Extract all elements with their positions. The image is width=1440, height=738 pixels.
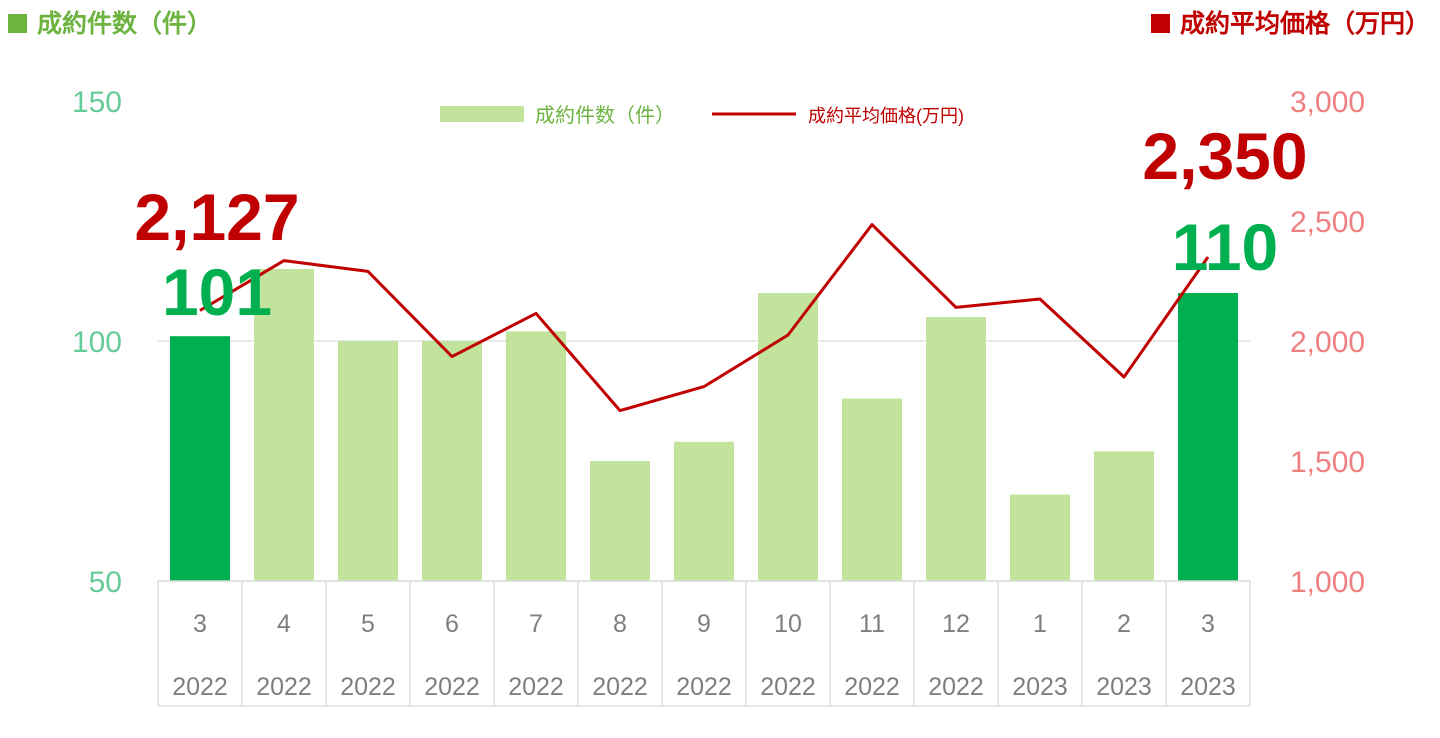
right-axis-tick: 2,500 xyxy=(1290,206,1365,239)
x-tick-year: 2022 xyxy=(340,673,396,701)
x-tick-month: 3 xyxy=(193,610,207,638)
left-axis-title-text: 成約件数（件） xyxy=(37,9,213,38)
x-tick-month: 12 xyxy=(942,610,970,638)
price-line xyxy=(199,223,1210,413)
x-tick-year: 2022 xyxy=(424,673,480,701)
x-tick-year: 2022 xyxy=(508,673,564,701)
x-tick-year: 2023 xyxy=(1096,673,1152,701)
right-axis-tick: 1,000 xyxy=(1290,566,1365,599)
legend-line-label: 成約平均価格(万円) xyxy=(808,106,964,126)
right-axis-title-text: 成約平均価格（万円） xyxy=(1179,9,1430,38)
x-tick-year: 2022 xyxy=(760,673,816,701)
x-tick-month: 10 xyxy=(774,610,802,638)
count-data-label: 101 xyxy=(162,255,272,329)
x-tick-month: 3 xyxy=(1201,610,1215,638)
x-tick-year: 2022 xyxy=(844,673,900,701)
count-data-label: 110 xyxy=(1172,210,1278,284)
legend-bar-swatch xyxy=(440,106,524,122)
left-axis-tick: 50 xyxy=(89,566,122,599)
bar xyxy=(338,341,398,581)
price-data-label: 2,127 xyxy=(134,180,299,254)
right-axis-title: 成約平均価格（万円） xyxy=(1150,4,1430,40)
x-tick-year: 2023 xyxy=(1012,673,1068,701)
bar xyxy=(170,336,230,581)
x-tick-year: 2022 xyxy=(172,673,228,701)
x-tick-year: 2022 xyxy=(928,673,984,701)
right-axis-tick: 3,000 xyxy=(1290,86,1365,119)
bar xyxy=(842,398,902,581)
x-tick-month: 8 xyxy=(613,610,627,638)
bar xyxy=(926,317,986,581)
right-axis-tick: 1,500 xyxy=(1290,446,1365,479)
x-tick-month: 2 xyxy=(1117,610,1131,638)
left-axis-tick: 150 xyxy=(72,86,122,119)
x-tick-year: 2022 xyxy=(256,673,312,701)
price-data-label: 2,350 xyxy=(1142,119,1307,193)
x-tick-month: 1 xyxy=(1033,610,1047,638)
x-tick-month: 11 xyxy=(859,610,885,638)
bar xyxy=(506,331,566,581)
bar xyxy=(422,341,482,581)
x-tick-month: 7 xyxy=(529,610,543,638)
left-axis-tick: 100 xyxy=(72,326,122,359)
x-tick-month: 9 xyxy=(697,610,711,638)
x-tick-year: 2022 xyxy=(592,673,648,701)
x-tick-month: 5 xyxy=(361,610,375,638)
x-tick-month: 4 xyxy=(277,610,291,638)
bar xyxy=(590,461,650,581)
bar xyxy=(1094,451,1154,581)
x-tick-year: 2023 xyxy=(1180,673,1236,701)
red-square-icon xyxy=(1150,14,1170,33)
left-axis-title: 成約件数（件） xyxy=(8,4,212,40)
x-tick-month: 6 xyxy=(445,610,459,638)
bar xyxy=(1010,494,1070,581)
bar xyxy=(674,441,734,581)
x-tick-year: 2022 xyxy=(676,673,732,701)
bar xyxy=(758,293,818,581)
right-axis-tick: 2,000 xyxy=(1290,326,1365,359)
bar xyxy=(1178,293,1238,581)
green-square-icon xyxy=(8,14,27,33)
bar xyxy=(254,269,314,581)
legend-bar-label: 成約件数（件） xyxy=(535,104,675,127)
